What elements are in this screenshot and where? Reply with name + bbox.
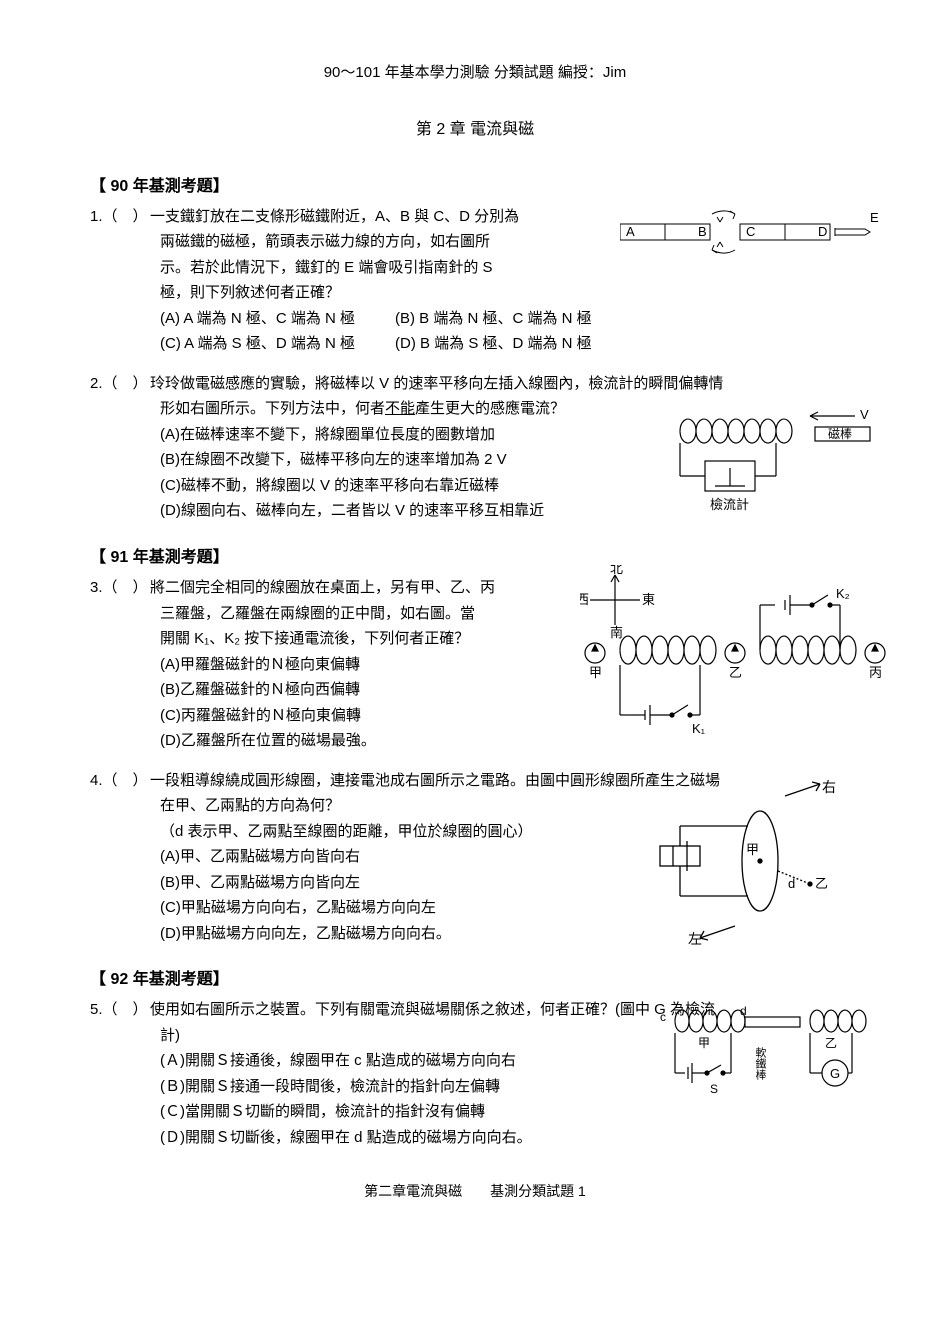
q2-V: V — [860, 407, 869, 422]
q2-gal: 檢流計 — [710, 497, 749, 512]
q3-number: 3.（ ） — [90, 575, 150, 601]
q1-label-D: D — [818, 224, 827, 239]
q2-line1: 玲玲做電磁感應的實驗，將磁棒以 V 的速率平移向左插入線圈內，檢流計的瞬間偏轉情 — [150, 371, 860, 397]
q4-yi: 乙 — [815, 876, 828, 891]
q2-magnet: 磁棒 — [828, 426, 852, 441]
q5-d: d — [740, 1004, 747, 1018]
question-1: A B C D E 1.（ ） 一支鐵釘放在二支條形磁鐵附近，A、B 與 C、D… — [90, 204, 860, 357]
q5-optD: (Ｄ)開關Ｓ切斷後，線圈甲在 d 點造成的磁場方向向右。 — [90, 1125, 860, 1151]
figure-q3: 北 南 東 西 甲 乙 丙 K₁ K₂ — [580, 565, 890, 774]
q1-number: 1.（ ） — [90, 204, 150, 230]
q5-jia: 甲 — [698, 1036, 710, 1050]
q1-label-C: C — [746, 224, 755, 239]
q5-S: S — [710, 1082, 718, 1096]
q1-optA: (A) A 端為 N 極、C 端為 N 極 — [160, 306, 355, 332]
q3-S: 南 — [610, 625, 623, 640]
q1-label-E: E — [870, 210, 879, 225]
q3-N: 北 — [610, 565, 623, 576]
q5-number: 5.（ ） — [90, 997, 150, 1023]
figure-q5: c d 甲 乙 軟鐵棒 S G — [650, 1003, 880, 1112]
q3-W: 西 — [580, 592, 589, 607]
q1-line4: 極，則下列敘述何者正確？ — [90, 280, 860, 306]
question-5: c d 甲 乙 軟鐵棒 S G 5.（ ） 使用如右圖所示之裝置。下列有關電流與… — [90, 997, 860, 1150]
q4-number: 4.（ ） — [90, 768, 150, 794]
q3-E: 東 — [642, 592, 655, 607]
q2-line2b: 不能 — [385, 400, 415, 417]
q1-optB: (B) B 端為 N 極、C 端為 N 極 — [395, 306, 592, 332]
q4-left: 左 — [688, 931, 702, 946]
q1-label-B: B — [698, 224, 707, 239]
q2-line2a: 形如右圖所示。下列方法中，何者 — [160, 400, 385, 417]
q3-K2: K₂ — [836, 586, 850, 601]
q2-line2c: 產生更大的感應電流？ — [415, 400, 565, 417]
question-4: 右 左 甲 乙 d 4.（ ） 一段粗導線繞成圓形線圈，連接電池成右圖所示之電路… — [90, 768, 860, 947]
q1-optD: (D) B 端為 S 極、D 端為 N 極 — [395, 331, 592, 357]
q1-label-A: A — [626, 224, 635, 239]
question-2: V 磁棒 檢流計 2.（ ） 玲玲做電磁感應的實驗，將磁棒以 V 的速率平移向左… — [90, 371, 860, 524]
section-heading-90: 【 90 年基測考題】 — [90, 173, 860, 200]
page-header: 90～101 年基本學力測驗 分類試題 編授：Jim — [90, 60, 860, 86]
q3-yi: 乙 — [729, 665, 742, 680]
q5-G: G — [830, 1066, 840, 1081]
chapter-title: 第 2 章 電流與磁 — [90, 116, 860, 143]
q5-yi: 乙 — [825, 1036, 837, 1050]
figure-q2: V 磁棒 檢流計 — [670, 401, 880, 530]
question-3: 北 南 東 西 甲 乙 丙 K₁ K₂ 3.（ ） 將二個完全相同的線圈放在桌面… — [90, 575, 860, 754]
q1-optC: (C) A 端為 S 極、D 端為 N 極 — [160, 331, 355, 357]
q2-number: 2.（ ） — [90, 371, 150, 397]
q5-iron: 軟鐵棒 — [754, 1046, 767, 1081]
page-footer: 第二章電流與磁 基測分類試題 1 — [90, 1180, 860, 1204]
q4-jia: 甲 — [746, 842, 759, 857]
q3-jia: 甲 — [589, 665, 602, 680]
q5-c: c — [660, 1010, 666, 1024]
q3-bing: 丙 — [869, 665, 882, 680]
q3-K1: K₁ — [692, 721, 706, 736]
figure-q1: A B C D E — [620, 208, 880, 267]
section-heading-92: 【 92 年基測考題】 — [90, 966, 860, 993]
figure-q4: 右 左 甲 乙 d — [650, 776, 840, 955]
q4-right: 右 — [822, 779, 836, 795]
q4-d: d — [788, 876, 795, 891]
